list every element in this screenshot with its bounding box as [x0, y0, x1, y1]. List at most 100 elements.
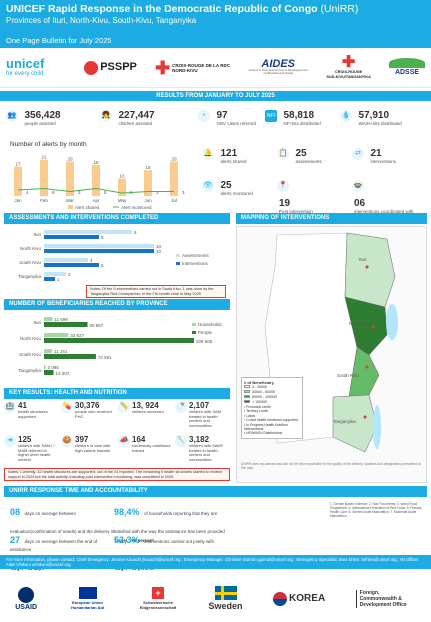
map-legend-extra-item: ▪ Lakes	[244, 413, 256, 418]
month-tick-label: Jan	[14, 198, 22, 203]
intervention-value: 5	[101, 235, 104, 240]
alert-shared-bar	[118, 178, 126, 196]
unicef-logo: unicef for every child	[6, 55, 45, 77]
legend-households-label: Households	[198, 322, 223, 327]
alert-icon: 🔔	[202, 148, 214, 160]
alerts-chart: 174Jan215Feb203Mar185Apr102May153Jun203J…	[14, 155, 185, 210]
kpi-nfi-kits: NFI 58,818 NFI kits distributed	[265, 110, 321, 126]
health-item: 🍪 397 children in care with high-calorie b…	[61, 435, 111, 453]
legend-people-label: People	[198, 330, 213, 335]
alerts-chart-title: Number of alerts by month	[10, 141, 87, 148]
map-legend-item: > 100000	[244, 400, 300, 405]
kpi-alerts-shared: 🔔 121 alerts shared	[202, 148, 247, 164]
health-results-grid: 🏥 41 health structures supported 💊 30,376 peo…	[4, 401, 230, 469]
sam-icon: 🍼	[175, 401, 187, 413]
households-value: 11 161	[54, 349, 68, 354]
adsse-logo: ADSSE	[389, 58, 425, 77]
legend-people-swatch	[192, 331, 196, 334]
contact-bar: For more information, please contact: Ch…	[0, 555, 431, 569]
health-item: 💊 30,376 people who received PHC	[61, 401, 112, 419]
map-legend: # of Beneficiary 0 - 30000 30000 - 60000 6…	[241, 377, 303, 439]
assessments-note: Notes: Of the 5 interventions carried ou…	[86, 285, 226, 298]
assessment-value: 4	[90, 258, 93, 263]
gbv-icon: ♀	[198, 110, 210, 122]
intervention-value: 10	[156, 249, 162, 254]
province-label: North Kivu	[20, 246, 42, 251]
households-value: 11 599	[54, 317, 68, 322]
map-place-north-kivu: North Kivu	[349, 321, 371, 326]
map-place-tanganyika: Tanganyika	[333, 419, 356, 424]
intervention-bar	[44, 263, 99, 267]
households-bar	[44, 317, 53, 321]
legend-assess-label: Assessments	[182, 253, 210, 258]
kpi-alerts-monitored: 👁 25 alerts monitored	[202, 180, 253, 196]
intervention-bar	[44, 235, 99, 239]
map-section-title: MAPPING OF INTERVENTIONS	[236, 213, 427, 224]
survey-icon: 📍	[277, 180, 289, 192]
province-label: Ituri	[33, 232, 41, 237]
people-value: 60 857	[90, 323, 104, 328]
assessment-value: 10	[156, 244, 162, 249]
alert-monitored-label: 5	[52, 190, 55, 195]
legend-interv-label: Interventions	[182, 261, 209, 266]
nfi-icon: NFI	[265, 110, 277, 122]
assessment-bar	[44, 272, 66, 276]
intervention-value: 1	[57, 277, 60, 282]
health-item: 🥄 3,182 children with MAM* treated in heal…	[175, 435, 224, 462]
households-bar	[44, 333, 69, 337]
psspp-logo: PSSPP	[84, 60, 137, 75]
people-value: 13 307	[56, 371, 70, 376]
people-bar	[44, 354, 96, 359]
alert-shared-bar	[92, 164, 100, 196]
month-tick-label: Jul	[171, 198, 177, 203]
alert-monitored-label: 3	[78, 190, 81, 195]
month-tick-label: Apr	[92, 198, 100, 203]
kpi-gbv-cases: ♀ 97 GBV cases referred	[198, 110, 258, 128]
people-value: 209 665	[196, 339, 213, 344]
assessment-bar	[44, 230, 132, 234]
kpi-people-assisted: 👥 356,428 people assisted	[6, 110, 61, 126]
beneficiaries-section-title: NUMBER OF BENEFICIARIES REACHED BY PROVI…	[4, 299, 230, 310]
map-panel: Ituri North Kivu South Kivu Tanganyika #…	[236, 226, 427, 483]
mobilizer-icon: 📣	[118, 435, 130, 447]
alert-shared-label: 15	[145, 165, 151, 170]
province-label: Tanganyika	[18, 274, 41, 279]
referral-icon: ➜	[4, 435, 16, 447]
assessment-bar	[44, 258, 88, 262]
assessments-section-title: ASSESSMENTS AND INTERVENTIONS COMPLETED	[4, 213, 230, 224]
province-label: South Kivu	[19, 352, 41, 357]
legend-monitored-label: Alert monitored	[121, 205, 152, 210]
assessment-value: 8	[134, 230, 137, 235]
assessment-bar	[44, 244, 154, 248]
aides-logo: AIDES Actions et Interventions pour le D…	[248, 58, 308, 75]
people-bar	[44, 370, 54, 375]
health-item: 🍼 2,107 children with SAM treated in healt…	[175, 401, 222, 428]
province-label: South Kivu	[19, 260, 41, 265]
header-banner: UNICEF Rapid Response in the Democratic …	[0, 0, 431, 48]
legend-interv-swatch	[176, 262, 180, 265]
intervention-value: 5	[101, 263, 104, 268]
alert-monitored-line	[17, 187, 174, 194]
assessment-icon: 📋	[277, 148, 289, 160]
usaid-logo: USAID	[15, 586, 37, 611]
assessment-value: 2	[68, 272, 71, 277]
kpi-children-assisted: 👧 227,447 children assisted	[100, 110, 155, 126]
province-label: Tanganyika	[18, 368, 41, 373]
map-legend-item: 60000 - 100000	[244, 395, 300, 400]
red-cross-sud-kivu-logo: ✚ CROIX-ROUGE SUD-KIVU/TANGANYIKA	[326, 54, 371, 79]
screen-icon: 📏	[118, 401, 130, 413]
phc-icon: 💊	[61, 401, 73, 413]
legend-households-swatch	[192, 323, 196, 326]
month-tick-label: Mar	[66, 198, 74, 203]
people-icon: 👥	[6, 110, 18, 122]
alert-monitored-label: 3	[156, 190, 159, 195]
alert-shared-bar	[14, 166, 22, 196]
alert-shared-label: 18	[93, 160, 99, 165]
alert-shared-label: 10	[119, 174, 125, 179]
wash-icon: 💧	[340, 110, 352, 122]
map-legend-item: 0 - 30000	[244, 385, 300, 390]
mam-icon: 🥄	[175, 435, 187, 447]
alert-shared-bar	[144, 170, 152, 196]
map-place-south-kivu: South Kivu	[337, 373, 359, 378]
